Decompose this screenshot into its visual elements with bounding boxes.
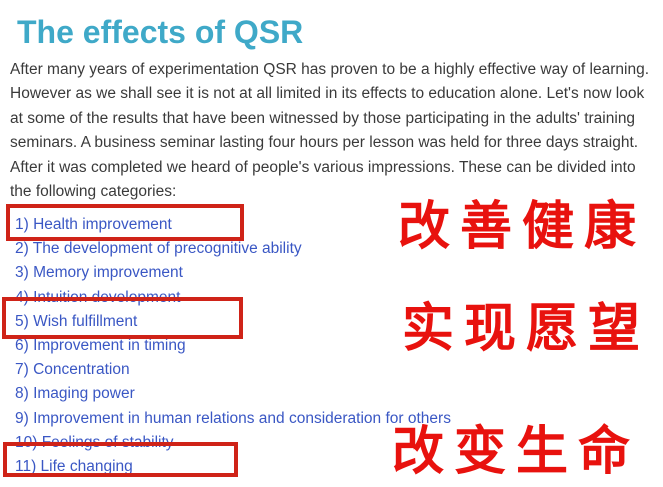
category-link-health-improvement[interactable]: 1) Health improvement (15, 216, 172, 233)
category-link-concentration[interactable]: 7) Concentration (15, 361, 130, 379)
category-link-human-relations[interactable]: 9) Improvement in human relations and co… (15, 409, 451, 427)
intro-paragraph: After many years of experimentation QSR … (10, 61, 649, 201)
category-link-memory-improvement[interactable]: 3) Memory improvement (15, 264, 183, 282)
annotation-chinese-change-life: 改变生命 (392, 422, 641, 482)
annotation-chinese-improve-health: 改善健康 (398, 197, 647, 257)
category-link-imaging-power[interactable]: 8) Imaging power (15, 385, 135, 403)
page-title: The effects of QSR (17, 14, 304, 50)
category-link-precognitive-ability[interactable]: 2) The development of precognitive abili… (15, 240, 302, 258)
category-link-improvement-in-timing[interactable]: 6) Improvement in timing (15, 336, 186, 354)
category-link-life-changing[interactable]: 11) Life changing (15, 457, 133, 475)
annotation-chinese-realize-wishes: 实现愿望 (402, 299, 651, 359)
category-link-wish-fulfillment[interactable]: 5) Wish fulfillment (15, 312, 138, 330)
